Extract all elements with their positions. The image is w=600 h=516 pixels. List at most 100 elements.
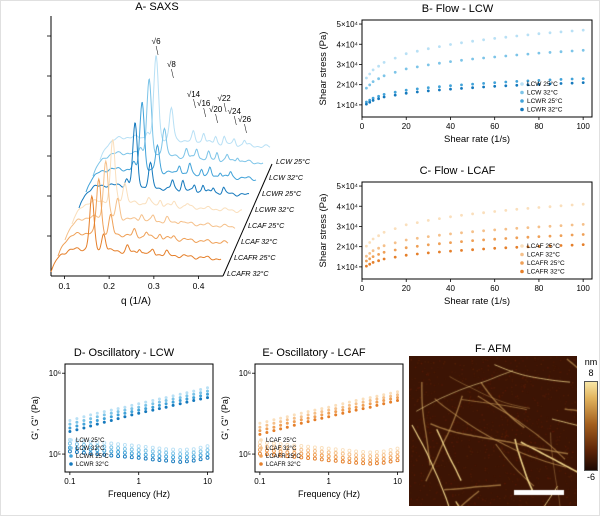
svg-text:1: 1: [136, 477, 141, 486]
svg-text:LCAF 32°C: LCAF 32°C: [266, 446, 297, 452]
series-points: [257, 440, 400, 455]
svg-text:LCW 32°C: LCW 32°C: [269, 173, 304, 182]
svg-text:3×10⁴: 3×10⁴: [337, 60, 359, 69]
svg-text:4×10⁴: 4×10⁴: [337, 40, 359, 49]
svg-text:10⁶: 10⁶: [239, 369, 251, 378]
svg-text:4×10⁴: 4×10⁴: [337, 202, 359, 211]
svg-text:20: 20: [402, 284, 411, 293]
series-points: [67, 437, 210, 453]
flow-lcaf-chart: 0 20 40 60 80 100 1×10⁴ 2×10⁴ 3×10⁴ 4×10⁴ 5×10⁴ She…: [318, 181, 593, 307]
saxs-peak-annotations: √6 √8 √14√16√20 √22 √24√26: [152, 37, 252, 134]
saxs-curve: [64, 159, 236, 241]
svg-text:LCWR 25°C: LCWR 25°C: [262, 189, 302, 198]
series-points: [365, 223, 585, 258]
saxs-series-labels: LCAFR 32°C LCAFR 25°C LCAF 32°C LCAF 25°C LC…: [227, 157, 311, 278]
svg-text:0.3: 0.3: [148, 281, 160, 291]
series-points: [257, 447, 400, 463]
saxs-curve: [71, 139, 242, 225]
panel-afm: F- AFM nm 8 -6: [409, 343, 599, 515]
series-points: [365, 81, 585, 106]
oscillatory-lcw-chart: 0.1 1 10 10⁵ 10⁶ Frequency (Hz) G', G'' (Pa) LC…: [30, 363, 214, 499]
saxs-curve: [99, 55, 271, 161]
panel-e-title: E- Oscillatory - LCAF: [262, 347, 366, 359]
svg-text:LCW 32°C: LCW 32°C: [76, 446, 105, 452]
series: [365, 28, 585, 106]
x-axis-label: Shear rate (1/s): [444, 296, 510, 307]
panel-oscillatory-lcaf: E- Oscillatory - LCAF 0.1 1 10 10⁵ 10⁶ Freque…: [219, 347, 409, 515]
svg-text:√14: √14: [187, 90, 201, 99]
svg-text:100: 100: [576, 284, 590, 293]
svg-text:60: 60: [490, 284, 499, 293]
series-points: [68, 392, 209, 430]
flow-lcw-chart: 0 20 40 60 80 100 1×10⁴ 2×10⁴ 3×10⁴ 4×10⁴ 5×10⁴ She…: [318, 19, 593, 145]
svg-text:10: 10: [203, 477, 212, 486]
saxs-x-axis-label: q (1/A): [121, 296, 151, 307]
svg-text:3×10⁴: 3×10⁴: [337, 222, 359, 231]
series: [257, 390, 400, 466]
svg-text:1×10⁴: 1×10⁴: [337, 263, 359, 272]
svg-text:LCAFR 25°C: LCAFR 25°C: [527, 259, 565, 267]
series-points: [257, 451, 400, 466]
svg-text:√26: √26: [238, 115, 252, 124]
series-points: [257, 443, 400, 459]
colorbar-max-label: 8: [588, 368, 594, 378]
svg-text:√6: √6: [152, 37, 161, 46]
panel-f-title: F- AFM: [474, 343, 512, 355]
svg-text:80: 80: [534, 122, 543, 131]
svg-text:60: 60: [490, 122, 499, 131]
panel-saxs: A- SAXS 0.1 0.2 0.3 0.4 q (1/A) LCAFR 32°C LCA…: [1, 1, 313, 321]
saxs-curve: [85, 101, 257, 193]
series-points: [68, 386, 209, 422]
x-axis-label: Frequency (Hz): [108, 489, 170, 499]
svg-text:√8: √8: [167, 60, 176, 69]
svg-text:10: 10: [393, 477, 402, 486]
svg-text:LCW 25°C: LCW 25°C: [527, 80, 558, 88]
svg-text:LCAF 25°C: LCAF 25°C: [527, 242, 560, 250]
colorbar-unit-label: nm: [584, 357, 598, 367]
series-points: [365, 28, 585, 80]
afm-colorbar-column: nm 8 -6: [579, 357, 599, 483]
panel-a-title: A- SAXS: [135, 1, 179, 13]
svg-text:√24: √24: [228, 107, 242, 116]
svg-text:0: 0: [360, 284, 365, 293]
saxs-curve: [92, 78, 264, 177]
svg-text:LCAF 32°C: LCAF 32°C: [241, 237, 278, 246]
svg-text:5×10⁴: 5×10⁴: [337, 182, 359, 191]
x-axis-label: Frequency (Hz): [298, 489, 360, 499]
saxs-axes: 0.1 0.2 0.3 0.4 q (1/A): [47, 16, 273, 307]
svg-text:0.2: 0.2: [103, 281, 115, 291]
saxs-curves: [50, 55, 271, 273]
svg-text:80: 80: [534, 284, 543, 293]
axes: 0.1 1 10 10⁵ 10⁶ Frequency (Hz) G', G'' (Pa): [30, 363, 214, 499]
svg-text:LCAFR 32°C: LCAFR 32°C: [227, 269, 269, 278]
svg-text:LCAFR 32°C: LCAFR 32°C: [527, 268, 565, 276]
oscillatory-lcaf-chart: 0.1 1 10 10⁵ 10⁶ Frequency (Hz) G', G'' (Pa) LC…: [220, 363, 404, 499]
series-points: [365, 243, 585, 268]
svg-text:LCAFR 32°C: LCAFR 32°C: [266, 462, 301, 468]
svg-text:LCAFR 25°C: LCAFR 25°C: [234, 253, 276, 262]
svg-text:LCW 32°C: LCW 32°C: [527, 89, 558, 97]
svg-text:1: 1: [326, 477, 331, 486]
series-points: [258, 393, 399, 429]
panel-c-title: C- Flow - LCAF: [419, 165, 496, 177]
series-points: [68, 389, 209, 426]
y-axis-label: G', G'' (Pa): [30, 396, 40, 440]
svg-text:2×10⁴: 2×10⁴: [337, 243, 359, 252]
svg-text:10⁵: 10⁵: [239, 450, 251, 459]
series-points: [365, 48, 585, 90]
svg-text:LCAF 25°C: LCAF 25°C: [266, 438, 297, 444]
axes: 0 20 40 60 80 100 1×10⁴ 2×10⁴ 3×10⁴ 4×10⁴ 5×10⁴ She…: [318, 181, 593, 307]
svg-text:0.1: 0.1: [254, 477, 266, 486]
series-points: [258, 399, 399, 436]
svg-text:0.1: 0.1: [58, 281, 70, 291]
svg-text:2×10⁴: 2×10⁴: [337, 81, 359, 90]
svg-text:LCWR 32°C: LCWR 32°C: [255, 205, 295, 214]
svg-text:LCAF 25°C: LCAF 25°C: [248, 221, 285, 230]
series-points: [68, 396, 209, 433]
saxs-curve: [50, 194, 222, 273]
